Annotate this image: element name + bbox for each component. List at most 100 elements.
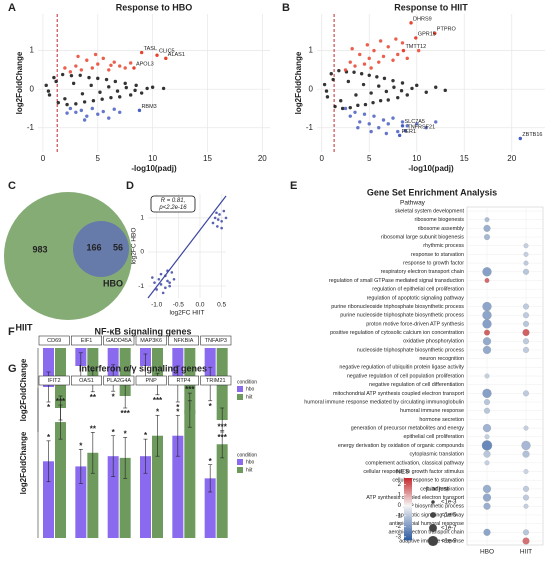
point <box>443 88 447 93</box>
bar <box>152 435 163 538</box>
colorbar-step <box>404 484 412 487</box>
labeled-gene <box>518 136 522 141</box>
facet-label: EIF1 <box>81 338 93 344</box>
point <box>375 75 379 79</box>
colorbar-step <box>404 521 412 524</box>
point <box>168 284 171 288</box>
point <box>372 48 376 53</box>
point <box>384 131 389 136</box>
gene-label: APOL3 <box>136 61 154 67</box>
annotation: R = 0.81, <box>161 198 186 204</box>
significance: * <box>47 433 51 442</box>
point <box>159 283 163 286</box>
point <box>96 62 100 66</box>
point <box>109 95 113 100</box>
dot <box>484 407 490 414</box>
point <box>74 102 78 106</box>
point <box>123 66 127 70</box>
legend-swatch <box>237 459 243 465</box>
panel-letter: D <box>126 180 134 192</box>
point <box>118 95 122 99</box>
dot <box>482 345 492 354</box>
pathway-label: ribosomal large subunit biogenesis <box>381 234 464 240</box>
point <box>98 90 102 94</box>
labeled-gene <box>400 124 405 128</box>
facet-header <box>135 375 167 386</box>
point <box>353 110 357 114</box>
point <box>324 89 329 93</box>
point <box>170 271 174 274</box>
size-key <box>431 500 435 504</box>
colorbar-step <box>404 479 412 482</box>
dot <box>523 390 529 397</box>
point <box>69 73 74 78</box>
gene-label: ZBTB16 <box>522 132 542 138</box>
point <box>71 81 76 86</box>
dot <box>481 440 493 451</box>
point <box>166 279 169 283</box>
point <box>359 72 364 76</box>
bar <box>119 348 131 396</box>
point <box>118 64 122 68</box>
dot <box>483 528 491 536</box>
point <box>118 110 122 114</box>
y-axis-label: log2FoldChange <box>15 51 24 114</box>
bar <box>107 348 119 378</box>
pathway-label: negative regulation of cell differentiat… <box>369 382 464 388</box>
significance: * <box>79 441 83 450</box>
pathway-label: proton motive force-driven ATP synthesis <box>366 321 464 327</box>
point <box>391 116 395 120</box>
point <box>348 105 352 110</box>
point <box>159 272 163 276</box>
y-tick-label: 0 <box>309 84 314 93</box>
gene-label: RBM3 <box>141 104 156 110</box>
significance: *** <box>185 385 195 394</box>
gene-label: DHRS9 <box>413 16 432 22</box>
pathway-label: purine nucleoside triphosphate biosynthe… <box>340 313 464 319</box>
point <box>369 91 373 95</box>
point <box>85 114 89 118</box>
significance: * <box>176 407 180 416</box>
y-axis-label: log2FC HBO <box>131 228 138 265</box>
colorbar-step <box>404 481 412 483</box>
legend-title: condition <box>237 452 257 458</box>
dot <box>523 243 529 249</box>
point <box>82 118 87 122</box>
point <box>104 77 109 82</box>
colorbar-step <box>404 490 412 493</box>
gene-label: SLC7A5 <box>405 119 426 125</box>
point <box>350 46 354 51</box>
colorbar-step <box>404 530 412 533</box>
dot <box>484 234 490 241</box>
x-tick-label: 0 <box>320 154 325 163</box>
bar <box>55 422 66 538</box>
size-label: <1e-7 <box>441 526 457 532</box>
pathway-label: antimicrobial humoral response <box>389 521 464 527</box>
x-tick-label: 0.0 <box>195 302 204 309</box>
legend-swatch <box>237 394 243 400</box>
point <box>434 120 438 124</box>
point <box>331 77 335 82</box>
x-axis-label: log2FC HIIT <box>169 310 204 317</box>
colorbar-step <box>404 501 412 504</box>
pathway-label: negative regulation of ubiquitin protein… <box>339 365 464 371</box>
bar <box>172 435 184 538</box>
point <box>74 110 78 114</box>
x-axis-label: -log10(padj) <box>131 164 177 173</box>
point <box>44 83 48 88</box>
dot <box>483 224 491 232</box>
colorbar-label: 0 <box>398 503 402 509</box>
point <box>396 95 400 100</box>
y-tick-label: 0 <box>140 249 144 256</box>
point <box>115 89 120 93</box>
point <box>93 52 98 57</box>
point <box>386 45 390 49</box>
size-key <box>430 512 436 518</box>
dot <box>523 503 529 509</box>
point <box>333 104 337 109</box>
point <box>112 107 116 111</box>
point <box>87 75 91 80</box>
colorbar-step <box>404 507 412 510</box>
bar <box>107 456 119 538</box>
